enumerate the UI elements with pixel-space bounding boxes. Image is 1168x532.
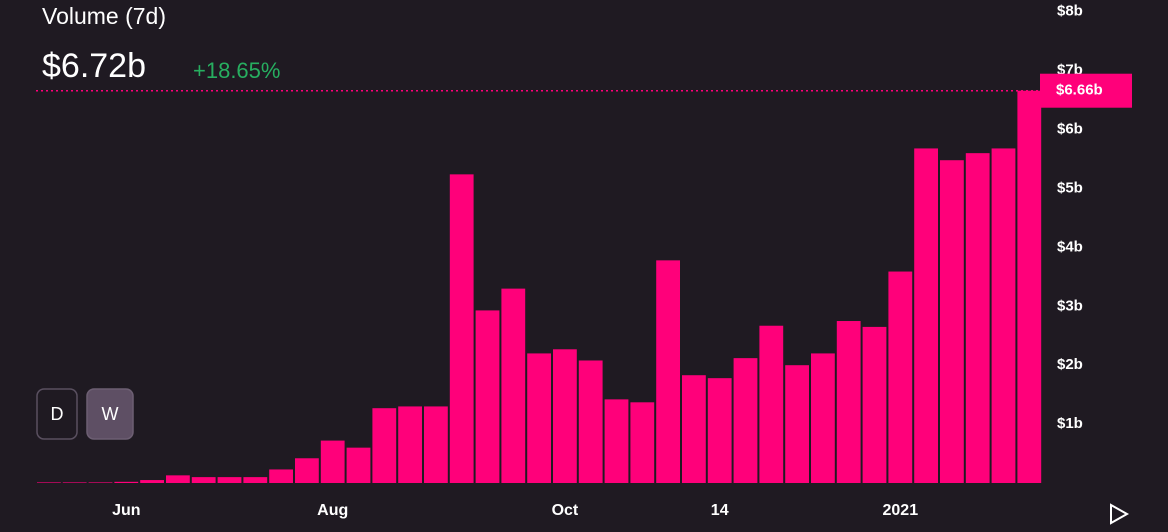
bar [940, 160, 964, 483]
bar [140, 480, 164, 483]
bar [424, 406, 448, 483]
last-value-box [1040, 73, 1132, 108]
bar [217, 477, 242, 483]
button-frame[interactable] [86, 388, 134, 440]
current-value: $6.72b [42, 47, 146, 85]
bar [372, 408, 397, 483]
bar [759, 325, 784, 483]
x-tick-label: Jun [112, 502, 140, 519]
button-d[interactable]: D [36, 388, 78, 440]
bar [862, 326, 887, 483]
bar [888, 271, 913, 483]
bar [269, 469, 293, 483]
y-tick-label: $8b [1057, 3, 1083, 20]
bar [346, 447, 371, 483]
bar [733, 358, 758, 483]
y-tick-label: $3b [1057, 297, 1083, 314]
bar [62, 482, 87, 483]
x-tick-label: 2021 [883, 502, 919, 519]
bar [114, 481, 139, 483]
button-label[interactable]: D [51, 404, 64, 424]
bar [398, 406, 422, 483]
y-tick-label: $2b [1057, 356, 1083, 373]
button-label[interactable]: W [102, 404, 119, 424]
change: +18.65% [193, 58, 280, 83]
bar [914, 148, 938, 483]
bar [682, 375, 706, 483]
bar [965, 153, 990, 483]
y-tick-label: $4b [1057, 238, 1083, 255]
y-tick-label: $1b [1057, 415, 1083, 432]
x-tick-label: 14 [711, 502, 729, 519]
bar [707, 378, 732, 483]
scroll-arrow[interactable] [1110, 503, 1130, 525]
bar [811, 353, 835, 483]
bar [475, 310, 500, 483]
bar [191, 477, 216, 483]
bar [88, 482, 113, 483]
bar [1017, 90, 1042, 484]
bar [630, 402, 655, 483]
bar [295, 458, 319, 483]
bar [37, 482, 61, 483]
y-tick-label: $5b [1057, 179, 1083, 196]
bar [604, 399, 629, 483]
chart-title: Volume (7d) [42, 3, 166, 29]
bar [166, 475, 190, 483]
bar [449, 174, 474, 483]
bar [320, 440, 345, 483]
y-tick-label: $6b [1057, 121, 1083, 138]
last-value-label: $6.66b [1056, 82, 1103, 99]
button-frame[interactable] [36, 388, 78, 440]
bar [553, 349, 577, 483]
bar [578, 360, 603, 483]
bar [836, 321, 861, 483]
bar [785, 365, 809, 483]
bar [991, 148, 1016, 483]
button-w[interactable]: W [86, 388, 134, 440]
x-tick-label: Oct [552, 502, 579, 519]
bar [527, 353, 551, 483]
x-tick-label: Aug [317, 502, 348, 519]
bar [501, 288, 526, 483]
bar [243, 477, 268, 483]
bar [656, 260, 680, 483]
